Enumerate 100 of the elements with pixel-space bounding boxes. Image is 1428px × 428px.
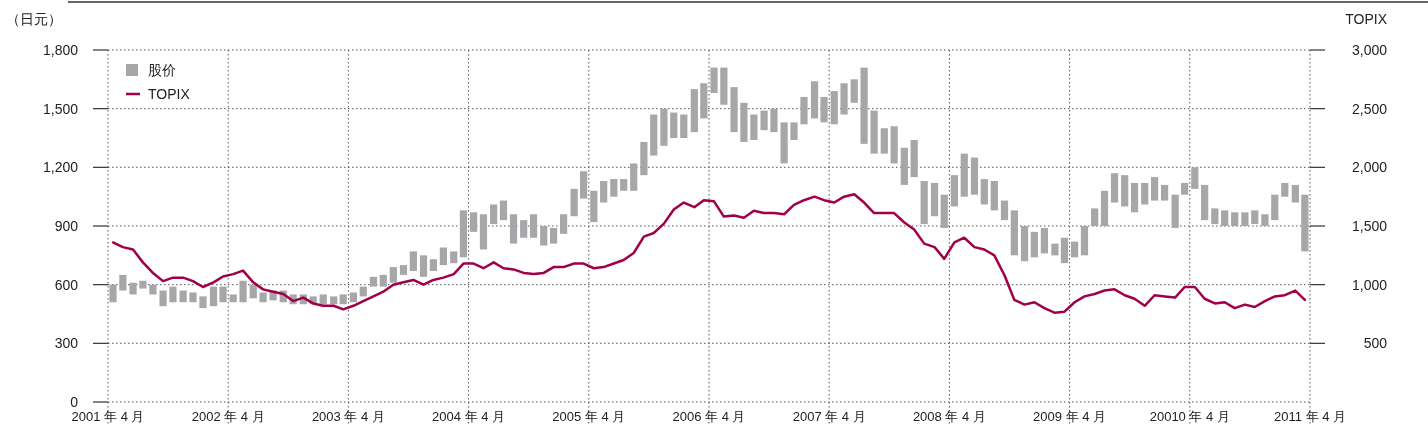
bar — [419, 255, 428, 277]
bar — [890, 126, 898, 164]
bar — [580, 171, 588, 199]
bar — [339, 294, 347, 305]
bar — [490, 204, 498, 225]
bar — [1231, 212, 1239, 226]
bar — [520, 220, 528, 238]
y-tick-label: 0 — [70, 394, 79, 410]
bar — [1271, 194, 1279, 221]
x-tick-label: 2003 年 4 月 — [311, 409, 385, 424]
bar — [740, 102, 748, 142]
bar — [660, 108, 668, 146]
bar — [1130, 182, 1139, 213]
bar — [209, 286, 218, 307]
bar — [479, 214, 488, 250]
bar — [1291, 184, 1299, 203]
bar — [119, 274, 127, 291]
bar — [379, 274, 387, 287]
bar — [900, 147, 908, 185]
bar — [1020, 226, 1029, 262]
bar — [219, 286, 227, 303]
bar — [610, 179, 618, 197]
bar — [590, 190, 598, 223]
bar — [559, 214, 568, 234]
bar — [1191, 167, 1199, 189]
bar — [529, 214, 538, 238]
bar — [720, 67, 728, 105]
bar — [129, 282, 137, 295]
y2-tick-label: 500 — [1363, 335, 1388, 352]
bar — [820, 96, 828, 123]
y2-tick-label: 1,000 — [1351, 276, 1388, 293]
bar — [870, 110, 878, 154]
bar — [920, 181, 928, 225]
bar — [1261, 214, 1269, 226]
bar — [1051, 243, 1059, 256]
y-tick-label: 300 — [54, 335, 79, 352]
x-tick-label: 2002 年 4 月 — [191, 409, 265, 424]
bar — [840, 83, 848, 115]
bar — [970, 157, 979, 195]
x-tick-label: 2009 年 4 月 — [1033, 409, 1107, 424]
x-tick-label: 2006 年 4 月 — [672, 409, 746, 424]
x-tick-label: 2008 年 4 月 — [912, 409, 986, 424]
bar — [1211, 208, 1219, 225]
bar — [1000, 200, 1009, 221]
bar — [139, 280, 147, 289]
line-series — [111, 193, 1307, 315]
bar — [229, 294, 237, 303]
y2-tick-label: 2,500 — [1351, 100, 1388, 117]
bar — [980, 179, 988, 205]
bar — [1071, 241, 1079, 258]
bar — [600, 181, 608, 203]
bar — [710, 67, 718, 94]
bar — [109, 284, 117, 303]
bar — [459, 210, 468, 258]
bar — [770, 108, 778, 133]
bar — [1181, 182, 1189, 195]
bar — [650, 114, 658, 156]
bar — [940, 194, 948, 228]
bar — [349, 292, 358, 303]
bar — [1100, 190, 1109, 226]
bar — [1241, 212, 1249, 226]
bar — [810, 81, 819, 119]
bar — [1030, 231, 1038, 258]
bar — [1080, 226, 1089, 256]
bar — [330, 296, 338, 305]
bar — [690, 89, 698, 133]
bar — [780, 122, 788, 164]
bar — [950, 175, 959, 207]
bar — [570, 188, 578, 217]
bar — [620, 179, 628, 191]
bar — [930, 182, 939, 217]
bar — [630, 163, 638, 191]
bar — [670, 112, 678, 138]
bar — [179, 290, 187, 303]
bar — [1040, 227, 1048, 254]
bar — [1060, 237, 1069, 264]
bar — [239, 280, 247, 303]
bar — [409, 251, 417, 271]
x-tick-label: 2001 年 4 月 — [71, 409, 145, 424]
bar — [1221, 210, 1229, 226]
bar — [830, 91, 838, 125]
bar — [790, 122, 798, 140]
bar — [960, 153, 968, 197]
bar — [1281, 182, 1289, 197]
bar — [1091, 208, 1099, 226]
legend-label: TOPIX — [148, 86, 191, 102]
bar — [1171, 194, 1179, 228]
bar — [450, 251, 458, 264]
bar — [399, 265, 408, 275]
bar — [1150, 177, 1159, 201]
y-tick-label: 900 — [54, 218, 79, 234]
bar — [1141, 182, 1149, 205]
bar — [800, 96, 808, 125]
bar — [850, 79, 858, 103]
y2-tick-label: 3,000 — [1351, 42, 1388, 58]
x-tick-label: 2011 年 4 月 — [1273, 409, 1347, 424]
bar — [189, 292, 197, 303]
y-axis-title: （日元） — [6, 11, 62, 27]
bar — [169, 286, 177, 303]
bar — [1251, 210, 1259, 225]
